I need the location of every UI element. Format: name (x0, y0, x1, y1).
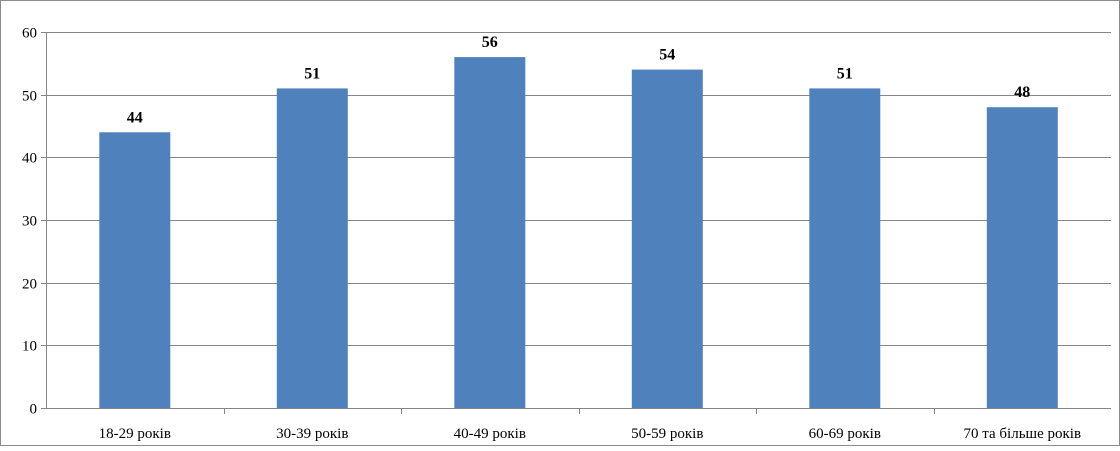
bar-value-label: 51 (304, 65, 320, 82)
y-tick-label: 10 (22, 339, 37, 355)
x-tick-label: 60-69 років (809, 426, 881, 442)
bar-value-label: 48 (1014, 84, 1030, 101)
y-tick-label: 40 (22, 151, 37, 167)
y-tick-label: 20 (22, 277, 37, 293)
bar-value-label: 51 (837, 65, 853, 82)
bar-4 (631, 69, 703, 408)
bar-value-label: 54 (659, 47, 675, 64)
labels: 0 10 20 30 40 50 60 44 18-29 років 51 30-39 років 5… (22, 26, 1081, 443)
bar-value-label: 56 (482, 34, 498, 51)
gridlines (46, 32, 1111, 346)
x-tick-label: 18-29 років (99, 426, 171, 442)
x-tick-label: 70 та більше років (964, 426, 1082, 442)
y-tick-label: 0 (30, 402, 38, 418)
y-tick-label: 60 (22, 26, 37, 42)
bar-5 (809, 88, 881, 409)
bar-3 (454, 57, 526, 408)
x-tick-label: 30-39 років (276, 426, 348, 442)
bar-2 (276, 88, 348, 409)
bar-6 (986, 107, 1058, 408)
x-tick-label: 50-59 років (631, 426, 703, 442)
y-tick-label: 30 (22, 214, 37, 230)
y-tick-label: 50 (22, 89, 37, 105)
bar-1 (99, 132, 171, 409)
bar-value-label: 44 (127, 109, 143, 126)
bars (99, 57, 1058, 409)
axes (41, 32, 1111, 414)
x-tick-label: 40-49 років (454, 426, 526, 442)
